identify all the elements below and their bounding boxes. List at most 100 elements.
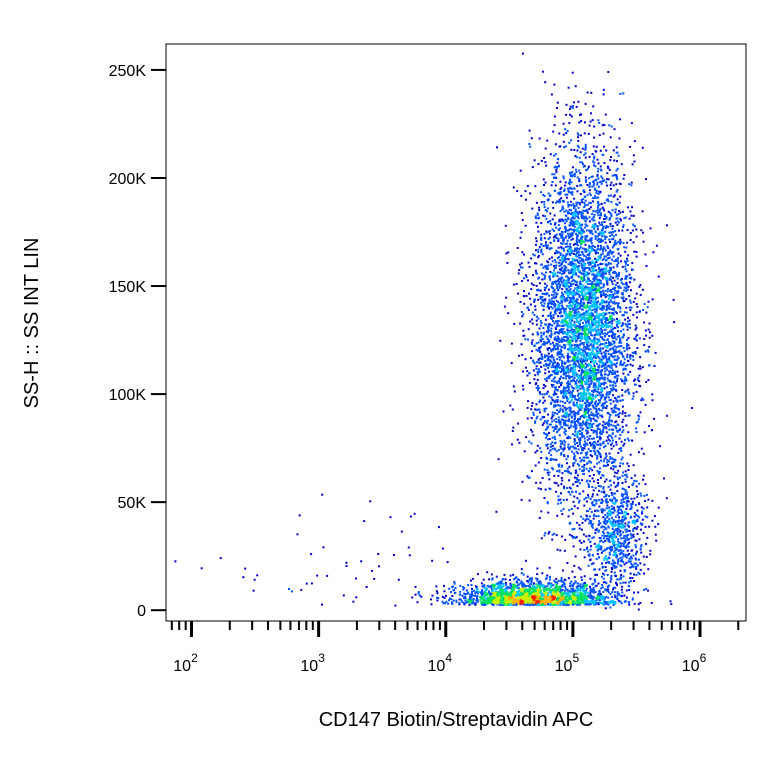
- event-point: [562, 247, 565, 250]
- event-point: [584, 327, 587, 330]
- event-point: [581, 465, 584, 468]
- event-point: [599, 286, 602, 289]
- event-point: [569, 291, 572, 293]
- event-point: [568, 375, 571, 378]
- event-point: [612, 411, 615, 413]
- event-point: [570, 415, 573, 418]
- event-point: [584, 362, 587, 365]
- event-point: [610, 194, 612, 197]
- event-point: [548, 438, 551, 440]
- event-point: [619, 217, 622, 220]
- event-point: [532, 284, 535, 286]
- event-point: [580, 528, 583, 531]
- event-point: [583, 302, 585, 305]
- event-point: [673, 321, 676, 324]
- event-point: [585, 429, 588, 432]
- event-point: [609, 317, 612, 320]
- event-point: [574, 247, 577, 250]
- event-point: [581, 250, 584, 253]
- event-point: [548, 230, 550, 233]
- event-point: [586, 203, 589, 206]
- event-point: [579, 257, 582, 259]
- event-point: [562, 238, 565, 241]
- event-point: [559, 501, 562, 504]
- event-point: [563, 225, 566, 228]
- event-point: [593, 319, 596, 322]
- event-point: [563, 265, 566, 268]
- event-point: [552, 303, 555, 306]
- event-point: [632, 223, 635, 226]
- event-point: [577, 313, 580, 316]
- event-point: [585, 339, 588, 341]
- event-point: [560, 350, 563, 352]
- event-point: [560, 311, 563, 314]
- event-point: [545, 392, 548, 395]
- event-point: [605, 216, 608, 218]
- event-point: [540, 263, 543, 266]
- event-point: [625, 324, 628, 327]
- event-point: [548, 370, 550, 373]
- event-point: [545, 271, 547, 274]
- event-point: [577, 267, 580, 270]
- event-point: [588, 313, 591, 316]
- event-point: [556, 286, 558, 289]
- event-point: [626, 364, 629, 366]
- event-point: [595, 502, 598, 505]
- event-point: [594, 367, 596, 370]
- event-point: [593, 308, 596, 311]
- event-point: [548, 395, 551, 398]
- event-point: [570, 252, 573, 255]
- event-point: [587, 167, 589, 170]
- event-point: [535, 237, 537, 240]
- event-point: [631, 397, 634, 400]
- event-point: [592, 223, 595, 226]
- event-point: [497, 458, 500, 461]
- event-point: [547, 359, 550, 362]
- event-point: [648, 364, 650, 367]
- event-point: [609, 289, 612, 291]
- event-point: [598, 505, 601, 508]
- event-point: [639, 284, 642, 286]
- event-point: [563, 421, 566, 423]
- event-point: [554, 326, 557, 329]
- event-point: [544, 385, 547, 388]
- event-point: [575, 327, 578, 330]
- event-point: [618, 412, 621, 414]
- event-point: [614, 283, 617, 286]
- event-point: [585, 453, 588, 456]
- event-point: [624, 364, 627, 367]
- event-point: [581, 247, 584, 250]
- event-point: [586, 546, 589, 549]
- event-point: [578, 325, 581, 328]
- event-point: [567, 271, 570, 274]
- event-point: [578, 248, 581, 250]
- event-point: [617, 345, 620, 348]
- event-point: [571, 71, 574, 74]
- event-point: [544, 161, 547, 164]
- event-point: [553, 390, 556, 393]
- event-point: [550, 300, 553, 303]
- event-point: [550, 348, 553, 351]
- event-point: [577, 448, 580, 451]
- event-point: [540, 248, 543, 251]
- event-point: [549, 488, 552, 490]
- event-point: [573, 262, 576, 265]
- event-point: [594, 302, 597, 305]
- event-point: [599, 429, 602, 432]
- event-point: [555, 348, 558, 350]
- event-point: [621, 523, 624, 526]
- event-point: [610, 419, 613, 422]
- event-point: [585, 420, 588, 423]
- event-point: [539, 361, 542, 364]
- event-point: [576, 357, 578, 360]
- event-point: [607, 326, 609, 329]
- event-point: [576, 497, 579, 500]
- event-point: [541, 304, 543, 307]
- event-point: [585, 328, 588, 331]
- event-point: [584, 235, 587, 238]
- event-point: [554, 176, 557, 179]
- event-point: [563, 487, 565, 490]
- event-point: [564, 269, 567, 272]
- event-point: [588, 124, 591, 127]
- event-point: [582, 294, 585, 297]
